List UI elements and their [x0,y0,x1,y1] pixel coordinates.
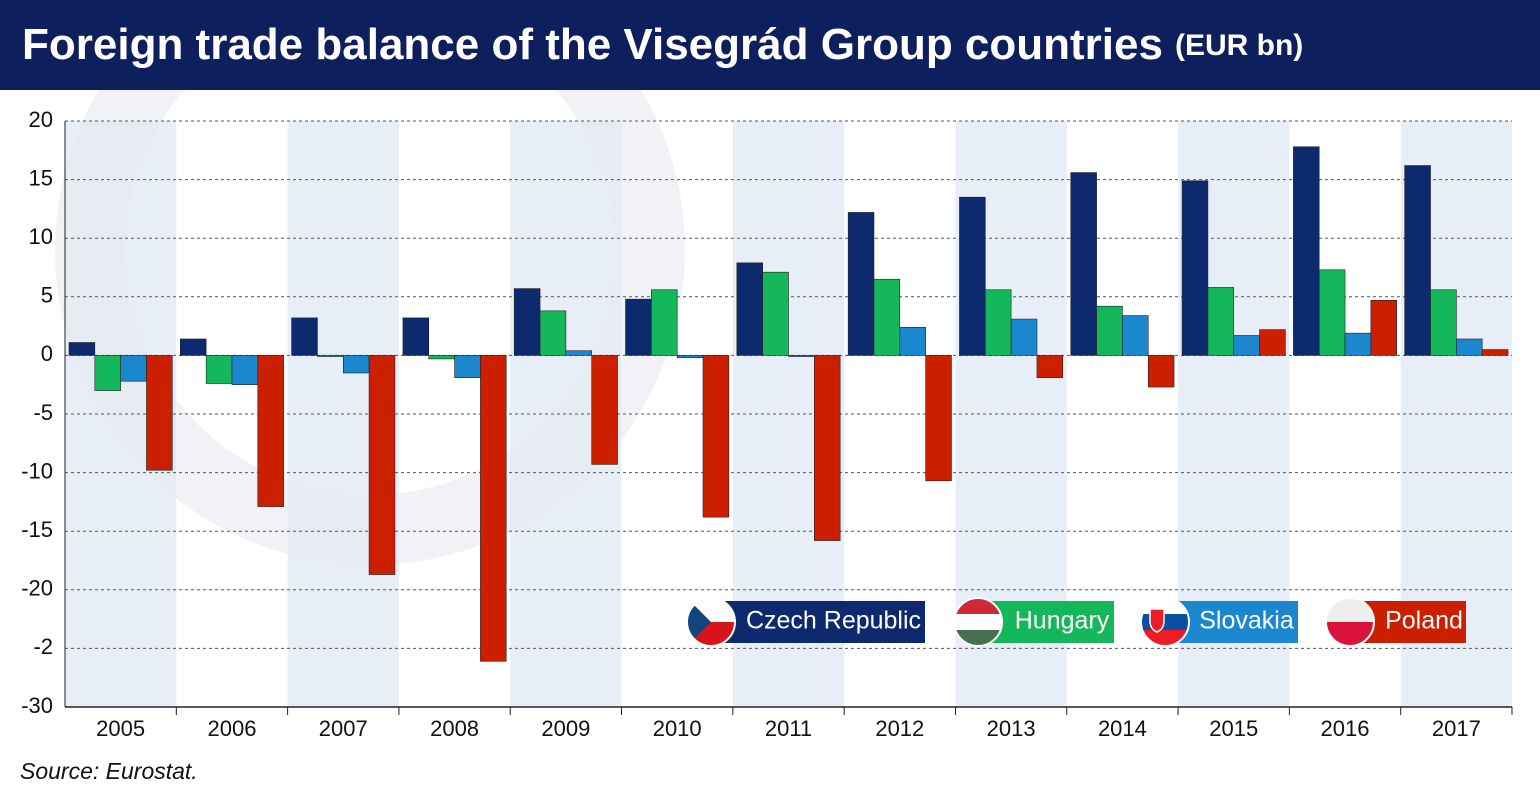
bar [1147,355,1175,388]
x-tick-label: 2010 [653,716,702,741]
bar [1036,355,1064,378]
bar [1456,338,1483,356]
bar [1318,269,1346,356]
bar [94,355,121,391]
bar [1207,287,1235,356]
bar [342,355,370,374]
y-tick-label: -20 [21,576,53,601]
y-tick-label: -15 [21,517,53,542]
legend-swatch [722,601,925,643]
x-tick-label: 2014 [1098,716,1147,741]
bar [925,355,952,482]
bar [1293,146,1320,356]
bar [873,278,901,356]
bar [984,289,1012,356]
legend-label: Czech Republic [746,607,921,635]
bar [847,212,875,356]
bar [428,355,455,360]
bar [513,288,541,356]
x-tick-label: 2009 [541,716,590,741]
x-tick-label: 2016 [1321,716,1370,741]
bar [291,317,318,356]
legend-label: Poland [1385,607,1463,635]
bar [257,355,284,507]
bar [180,338,207,356]
bar [651,289,678,356]
y-tick-label: -30 [21,693,53,718]
bar [146,355,173,471]
bar [814,355,841,541]
bar [120,355,147,382]
bar [1259,329,1286,356]
legend: Czech Republic Hungary Slovakia Poland [722,601,1466,643]
bar [1010,318,1038,356]
bar [899,326,926,356]
bar [480,355,507,662]
title-text: Foreign trade balance of the Visegrád Gr… [22,20,1163,69]
bar [231,355,259,385]
bar [1096,305,1123,356]
bar [959,196,986,356]
y-tick-label: -10 [21,458,53,483]
bar [539,310,567,356]
y-tick-label: -2 [33,634,53,659]
bar [402,317,430,356]
bar [1430,289,1457,356]
x-tick-label: 2008 [430,716,479,741]
y-tick-label: 20 [29,107,53,132]
y-tick-label: 0 [41,341,53,366]
bar [565,350,593,356]
x-tick-label: 2017 [1432,716,1481,741]
chart-title: Foreign trade balance of the Visegrád Gr… [22,20,1303,69]
bar [788,355,815,357]
legend-swatch [1175,601,1298,643]
y-tick-label: -5 [33,400,53,425]
bar [702,355,730,518]
title-unit: (EUR bn) [1175,29,1303,62]
y-tick-label: 15 [29,165,53,190]
bar [317,355,344,357]
legend-label: Slovakia [1199,607,1294,635]
bar [1481,349,1509,356]
source: Source: Eurostat. [20,758,198,784]
y-tick-label: 5 [41,283,53,308]
x-tick-label: 2006 [207,716,256,741]
legend-swatch [1362,601,1466,643]
bar [676,355,704,359]
legend-swatch [990,601,1114,643]
x-tick-label: 2012 [875,716,924,741]
x-tick-label: 2005 [96,716,145,741]
x-tick-label: 2007 [319,716,368,741]
legend-label: Hungary [1015,607,1110,635]
bar [1233,335,1260,356]
bar [368,355,396,575]
bar [1370,300,1397,356]
bar [762,271,789,356]
x-tick-label: 2011 [765,716,812,741]
bar [736,262,763,356]
x-tick-label: 2013 [987,716,1036,741]
bar [205,355,233,384]
bar [68,342,96,356]
bar [1344,332,1372,356]
title-banner [0,0,1540,90]
bar [625,298,652,356]
x-tick-label: 2015 [1209,716,1258,741]
bar [1404,165,1431,356]
bar [1181,180,1209,356]
y-tick-label: 10 [29,224,53,249]
bar [591,355,618,465]
bar [454,355,481,378]
bar [1070,172,1097,356]
bar [1122,315,1149,356]
